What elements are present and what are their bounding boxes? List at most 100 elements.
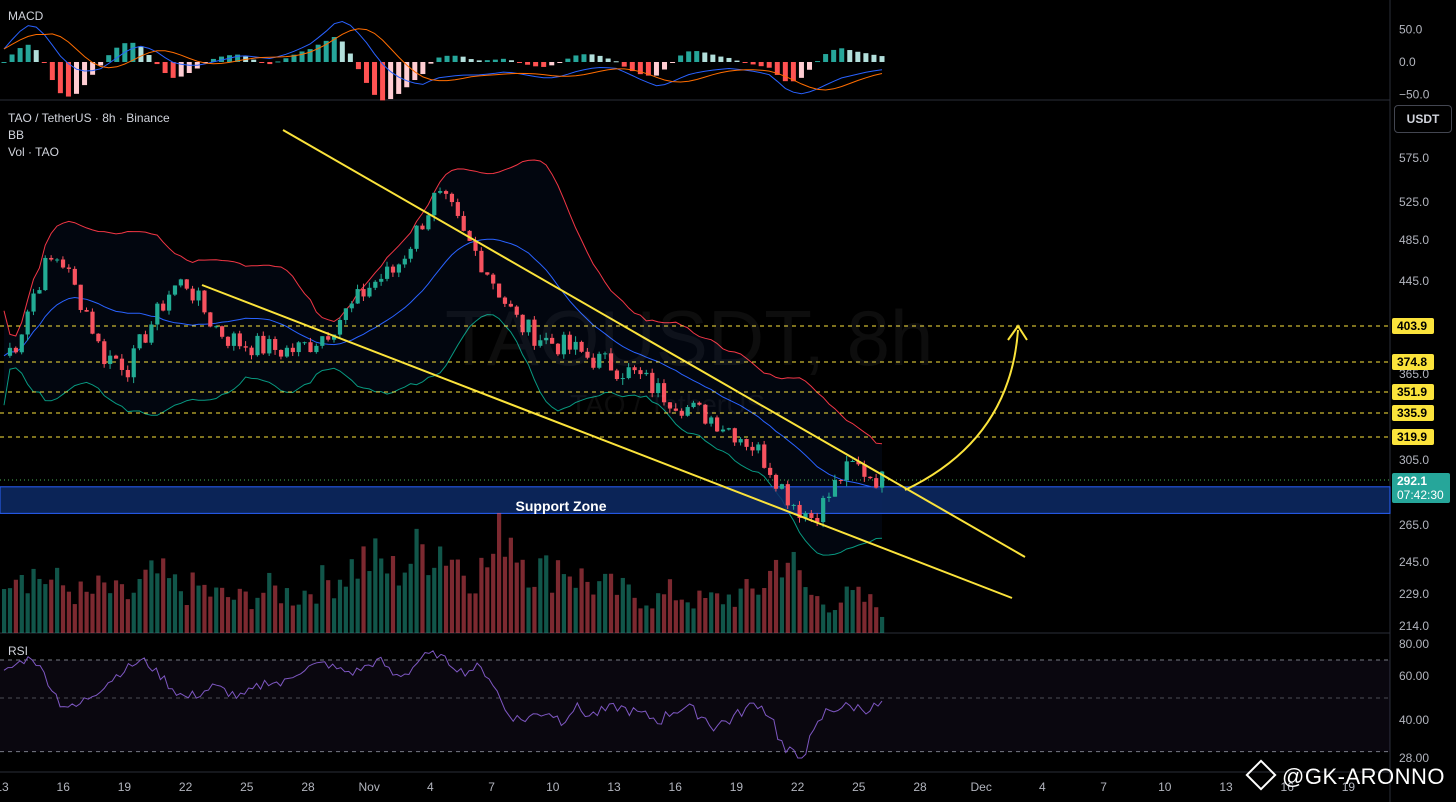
macd-histogram-bar — [782, 62, 788, 82]
macd-tick-label: 50.0 — [1399, 23, 1423, 37]
volume-bar — [785, 562, 790, 633]
volume-bar — [620, 577, 625, 633]
volume-bar — [550, 592, 555, 633]
candle-body — [626, 367, 631, 379]
symbol-label[interactable]: TAO / TetherUS · 8h · Binance — [8, 111, 170, 125]
volume-bar — [119, 584, 125, 633]
candle-body — [113, 355, 119, 359]
volume-indicator-label[interactable]: Vol · TAO — [8, 145, 59, 159]
date-tick-label: 22 — [179, 780, 193, 794]
projection-arrow — [904, 324, 1028, 491]
macd-histogram-bar — [541, 62, 547, 67]
candle-body — [514, 306, 519, 315]
candle-body — [426, 215, 431, 230]
candle-body — [320, 336, 325, 346]
macd-pane — [1, 20, 885, 101]
rsi-tick-label: 40.00 — [1399, 713, 1429, 727]
volume-bar — [467, 593, 472, 633]
candle-body — [302, 342, 307, 344]
macd-histogram-bar — [637, 62, 643, 75]
candle-body — [638, 370, 643, 375]
macd-histogram-bar — [678, 55, 684, 62]
volume-bar — [331, 598, 337, 633]
bb-fill — [4, 160, 882, 556]
macd-histogram-bar — [468, 59, 474, 62]
price-tick-label: 485.0 — [1399, 233, 1429, 247]
candle-body — [632, 367, 637, 371]
volume-bar — [66, 591, 72, 633]
macd-histogram-bar — [774, 62, 780, 75]
volume-bar — [532, 586, 537, 633]
candle-body — [738, 439, 743, 443]
macd-histogram-bar — [686, 51, 692, 62]
volume-bar — [420, 544, 425, 633]
macd-tick-label: 0.0 — [1399, 55, 1416, 69]
volume-bar — [284, 588, 290, 633]
macd-histogram-bar — [750, 62, 756, 65]
candle-body — [449, 193, 455, 203]
currency-button[interactable]: USDT — [1394, 105, 1452, 133]
candle-body — [119, 358, 125, 370]
volume-bar — [96, 575, 101, 633]
bb-indicator-label[interactable]: BB — [8, 128, 24, 142]
macd-histogram-bar — [500, 58, 506, 62]
macd-histogram-bar — [323, 40, 329, 62]
watermark-subtitle: TAO / TetherUS — [570, 389, 765, 420]
date-tick-label: 13 — [1219, 780, 1233, 794]
volume-bar — [7, 588, 13, 633]
candle-body — [785, 484, 790, 506]
candle-body — [184, 279, 189, 289]
volume-bar — [679, 599, 684, 633]
candle-body — [172, 285, 178, 295]
support-zone-rect — [0, 486, 1391, 514]
level-label-box — [1392, 429, 1434, 445]
date-tick-label: 7 — [488, 780, 495, 794]
macd-histogram-bar — [710, 54, 716, 62]
volume-bar — [102, 582, 107, 633]
volume-bar — [249, 609, 254, 633]
candle-body — [237, 333, 242, 347]
candle-body — [691, 402, 696, 408]
rsi-pane — [0, 650, 1390, 759]
volume-bar — [37, 578, 42, 633]
candle-body — [838, 480, 843, 482]
date-tick-label: 7 — [1100, 780, 1107, 794]
volume-bar — [19, 575, 24, 633]
volume-bar — [161, 558, 166, 633]
macd-histogram-bar — [355, 62, 361, 70]
macd-histogram-bar — [331, 37, 337, 62]
candle-body — [679, 410, 684, 416]
volume-bar — [744, 579, 749, 633]
volume-bar — [261, 592, 266, 633]
candle-body — [326, 336, 331, 340]
binance-logo-icon — [1245, 759, 1277, 791]
support-zone — [0, 486, 1391, 514]
candle-body — [762, 444, 767, 468]
candle-body — [715, 417, 720, 432]
macd-histogram-bar — [235, 54, 241, 62]
volume-bar — [396, 585, 402, 633]
volume-bar — [791, 551, 796, 633]
volume-bar — [526, 587, 531, 633]
candle-body — [815, 518, 820, 523]
volume-bar — [308, 594, 313, 633]
candle-body — [349, 303, 354, 309]
macd-histogram-bar — [645, 62, 651, 76]
candle-body — [661, 383, 667, 403]
candle-body — [520, 314, 525, 333]
volume-bar — [720, 604, 726, 633]
volume-bar — [414, 528, 419, 633]
candle-body — [438, 191, 443, 193]
volume-bar — [496, 513, 502, 633]
date-tick-label: 28 — [301, 780, 315, 794]
price-tick-label: 229.0 — [1399, 587, 1429, 601]
bb-basis-line — [3, 238, 883, 490]
candle-body — [502, 297, 508, 304]
date-tick-label: 25 — [240, 780, 254, 794]
candle-body — [732, 428, 737, 443]
volume-bar — [49, 579, 54, 633]
candle-body — [443, 191, 449, 194]
candle-body — [261, 335, 266, 354]
candle-body — [231, 333, 237, 346]
